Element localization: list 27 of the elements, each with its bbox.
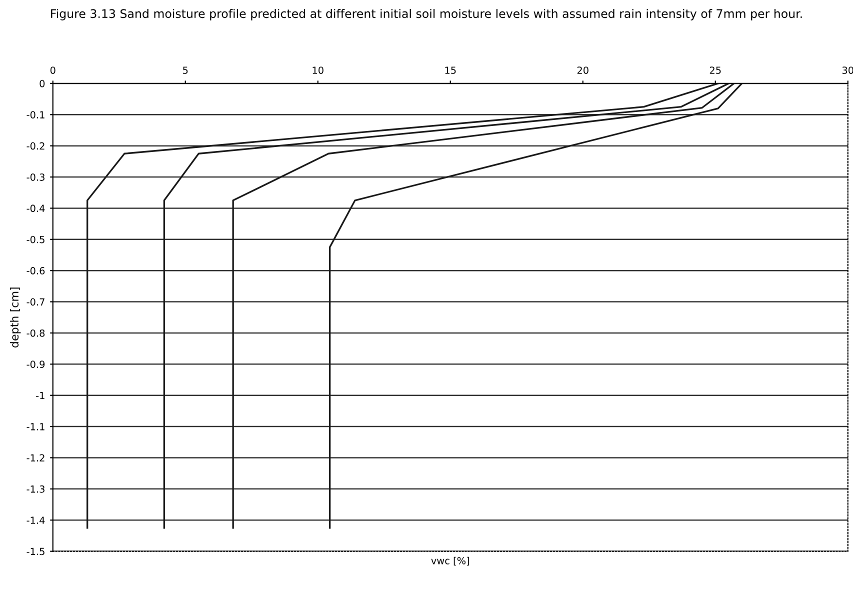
y-tick-label: -1.2 — [26, 454, 44, 462]
y-tick-label: -0.2 — [26, 142, 44, 150]
x-tick-label: 25 — [710, 66, 721, 74]
y-tick-label: -0.1 — [26, 111, 44, 118]
y-tick-label: -0.4 — [26, 204, 45, 212]
y-tick-label: -1.1 — [26, 423, 44, 430]
x-tick-label: 5 — [183, 66, 188, 74]
x-tick-label: 0 — [50, 66, 56, 74]
line-series — [328, 83, 743, 529]
y-tick-label: -1 — [36, 392, 44, 400]
y-axis-title: depth [cm] — [10, 288, 21, 348]
y-tick-label: -1.5 — [26, 548, 44, 556]
y-tick-label: -0.9 — [26, 360, 45, 368]
y-tick-label: -0.7 — [26, 298, 44, 306]
chart-title: Figure 3.13 Sand moisture profile predicted at different initial soil moisture levels with assumed rain intensity of 7mm per hour. — [51, 8, 802, 20]
y-tick-label: -1.4 — [26, 516, 45, 524]
y-tick-label: -0.6 — [26, 267, 45, 274]
x-axis-title: vwc [%] — [431, 556, 470, 566]
x-tick-label: 10 — [312, 66, 324, 74]
y-tick-label: -1.3 — [26, 485, 44, 493]
y-tick-label: 0 — [40, 80, 45, 88]
x-tick-label: 20 — [577, 66, 588, 74]
x-tick-label: 15 — [445, 66, 456, 74]
y-tick-label: -0.5 — [26, 236, 44, 244]
y-tick-label: -0.3 — [26, 173, 44, 181]
y-tick-label: -0.8 — [26, 329, 45, 337]
x-tick-label: 30 — [842, 66, 853, 74]
